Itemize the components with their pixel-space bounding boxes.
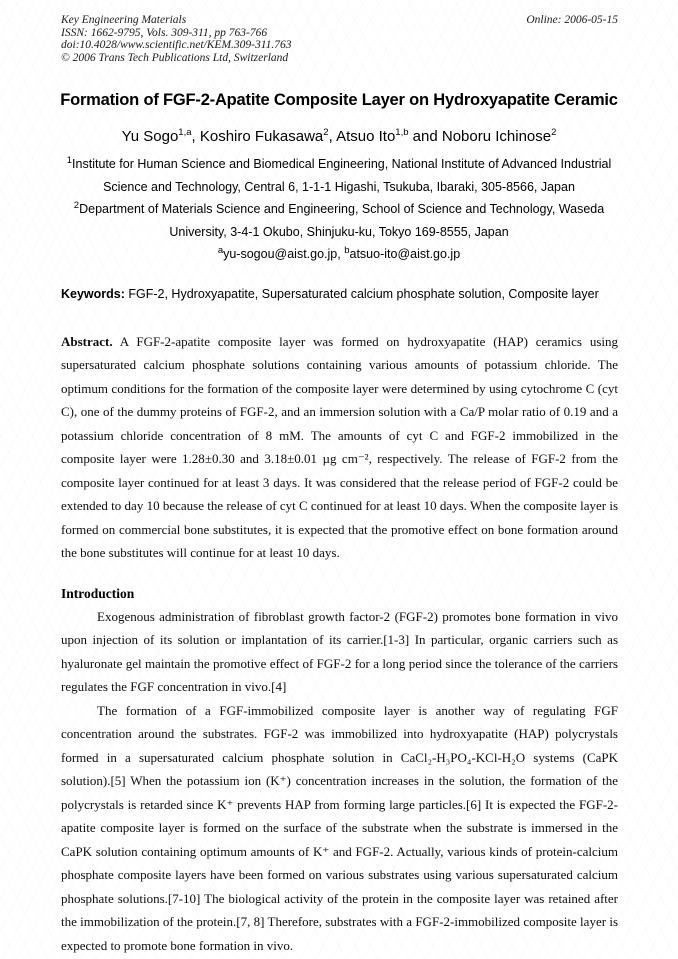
abstract-text: A FGF-2-apatite composite layer was form…: [61, 333, 618, 561]
author-separator: ,: [191, 128, 200, 145]
abstract-label: Abstract.: [61, 333, 113, 349]
author: Atsuo Ito1,b and: [336, 128, 442, 145]
section-heading-introduction: Introduction: [61, 585, 135, 601]
journal-copyright-line: © 2006 Trans Tech Publications Ltd, Swit…: [61, 51, 289, 64]
keywords-label: Keywords:: [61, 286, 125, 301]
journal-header: Key Engineering Materials ISSN: 1662-979…: [61, 14, 618, 64]
author-separator: ,: [328, 128, 337, 145]
online-date: Online: 2006-05-15: [526, 14, 618, 26]
keywords-text: FGF-2, Hydroxyapatite, Supersaturated ca…: [124, 286, 599, 301]
journal-doi-line: doi:10.4028/www.scientific.net/KEM.309-3…: [61, 39, 292, 51]
email-address: atsuo-ito@aist.go.jp: [349, 247, 461, 261]
introduction-paragraph: Exogenous administration of fibroblast g…: [61, 608, 618, 695]
keywords-line: Keywords: FGF-2, Hydroxyapatite, Supersa…: [61, 287, 618, 301]
author-affiliation-mark: 2: [551, 127, 557, 138]
author-line: Yu Sogo1,a, Koshiro Fukasawa2, Atsuo Ito…: [0, 128, 678, 145]
author: Yu Sogo1,a,: [122, 128, 200, 145]
email-address: yu-sogou@aist.go.jp,: [223, 247, 345, 261]
author-name: Atsuo Ito: [336, 128, 396, 145]
affiliation-text: Institute for Human Science and Biomedic…: [72, 157, 612, 194]
affiliation-mark: 2: [73, 199, 80, 211]
article-title: Formation of FGF-2-Apatite Composite Lay…: [60, 91, 618, 109]
affiliation-mark: 1: [66, 154, 73, 166]
author-separator: and: [408, 128, 442, 145]
author-affiliation-mark: 2: [323, 127, 329, 138]
email-mark: a: [217, 244, 224, 256]
affiliation-block: 1Institute for Human Science and Biomedi…: [0, 153, 678, 266]
journal-meta: Key Engineering Materials ISSN: 1662-979…: [61, 14, 292, 64]
author-name: Yu Sogo: [121, 128, 179, 145]
author-name: Noboru Ichinose: [441, 128, 552, 145]
affiliation: 1Institute for Human Science and Biomedi…: [0, 153, 678, 198]
author-affiliation-mark: 1,a: [178, 127, 192, 138]
author: Noboru Ichinose2: [442, 128, 557, 145]
email-mark: b: [344, 244, 350, 256]
journal-issn-line: ISSN: 1662-9795, Vols. 309-311, pp 763-7…: [61, 26, 268, 39]
author-emails: ayu-sogou@aist.go.jp, batsuo-ito@aist.go…: [0, 243, 678, 266]
affiliation: 2Department of Materials Science and Eng…: [0, 198, 678, 243]
introduction-paragraph: The formation of a FGF-immobilized compo…: [61, 702, 618, 953]
author-affiliation-mark: 1,b: [395, 127, 409, 138]
author-name: Koshiro Fukasawa: [199, 128, 324, 145]
journal-title: Key Engineering Materials: [61, 14, 187, 26]
affiliation-text: Department of Materials Science and Engi…: [79, 202, 605, 239]
abstract-paragraph: Abstract. A FGF-2-apatite composite laye…: [61, 330, 618, 565]
author: Koshiro Fukasawa2,: [200, 128, 336, 145]
